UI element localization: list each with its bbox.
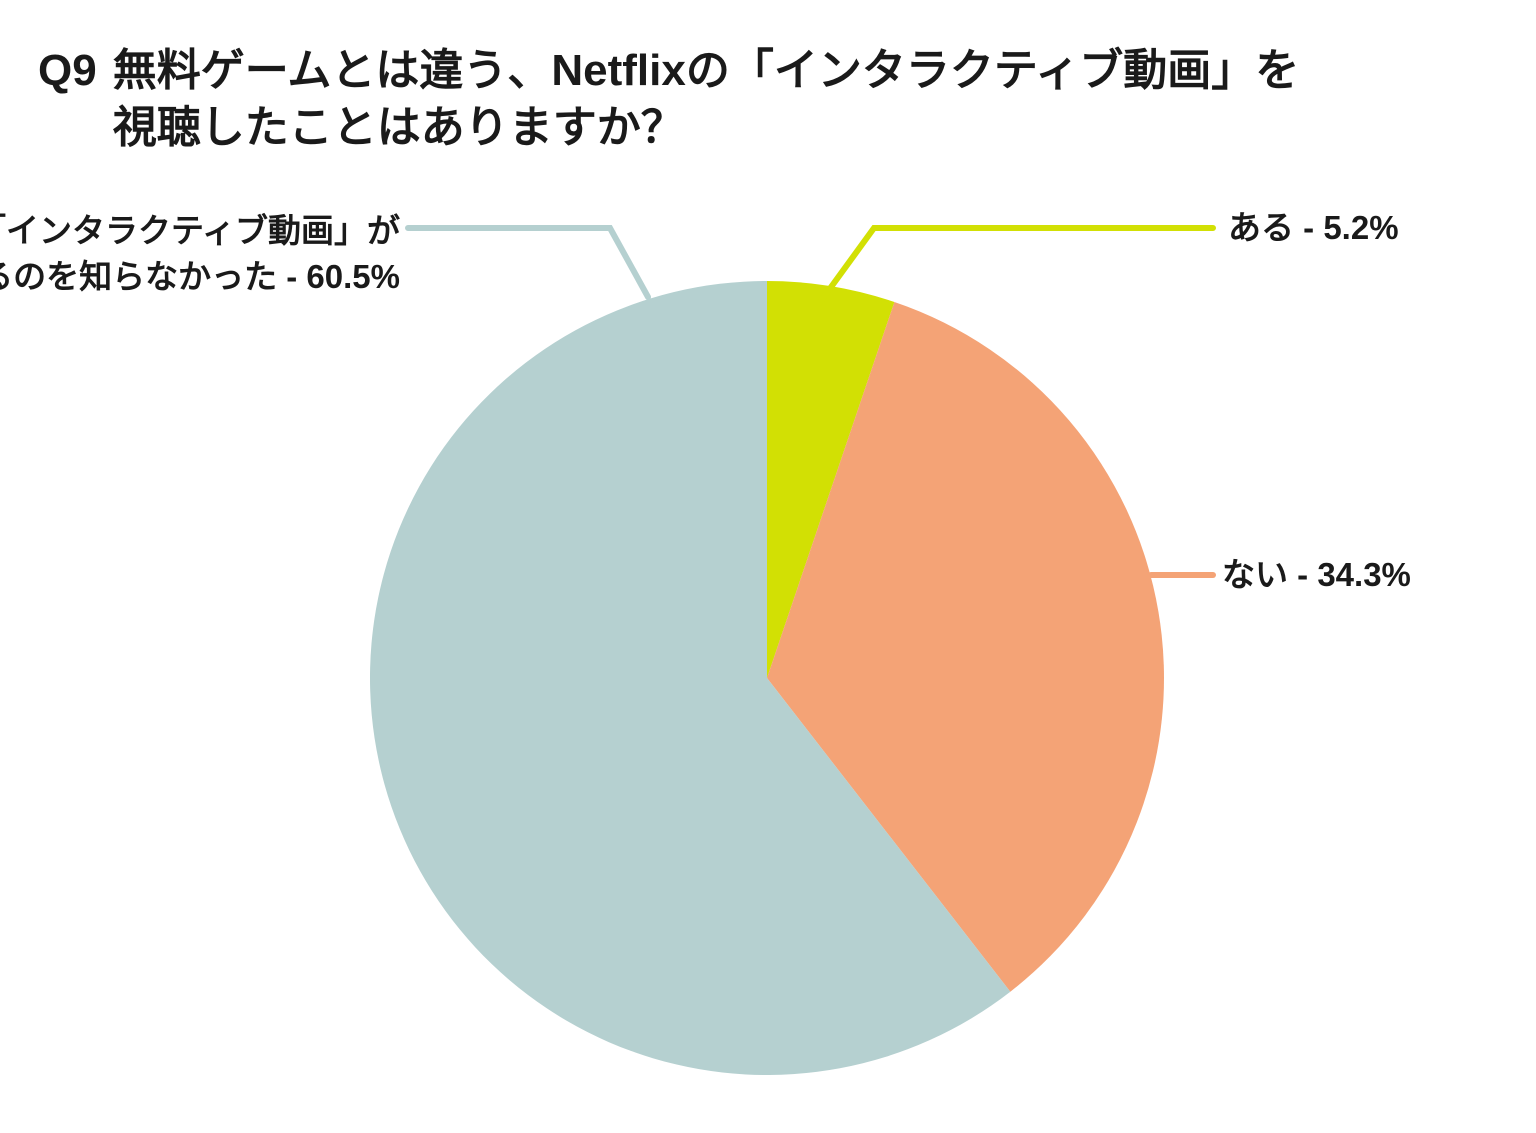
question-number: Q9 <box>38 46 97 95</box>
question-text-line2: 視聴したことはありますか？ <box>112 103 685 152</box>
slice-label-nai: ない - 34.3% <box>1222 556 1411 593</box>
slice-label-shiranakatta: 「インタラクティブ動画」が あるのを知らなかった - 60.5% <box>0 208 400 300</box>
slice-label-shiranakatta-line2: あるのを知らなかった - 60.5% <box>0 258 400 295</box>
page-title: Q9 無料ゲームとは違う、Netflixの「インタラクティブ動画」を 視聴したこ… <box>38 42 1299 156</box>
leader-line-aru <box>815 225 1216 308</box>
pie-slice-ある <box>767 281 895 678</box>
question-text-line1: 無料ゲームとは違う、Netflixの「インタラクティブ動画」を <box>112 46 1300 95</box>
slice-label-aru: ある - 5.2% <box>1228 209 1399 246</box>
pie-chart <box>369 281 1164 1075</box>
pie-slice-「インタラクティブ動画」があるのを知らなかった <box>369 281 1011 1075</box>
pie-slice-ない <box>767 302 1164 992</box>
question-text: 無料ゲームとは違う、Netflixの「インタラクティブ動画」を 視聴したことはあ… <box>113 42 1300 156</box>
leader-line-shiranakatta <box>405 225 651 300</box>
slice-label-shiranakatta-line1: 「インタラクティブ動画」が <box>0 212 400 249</box>
